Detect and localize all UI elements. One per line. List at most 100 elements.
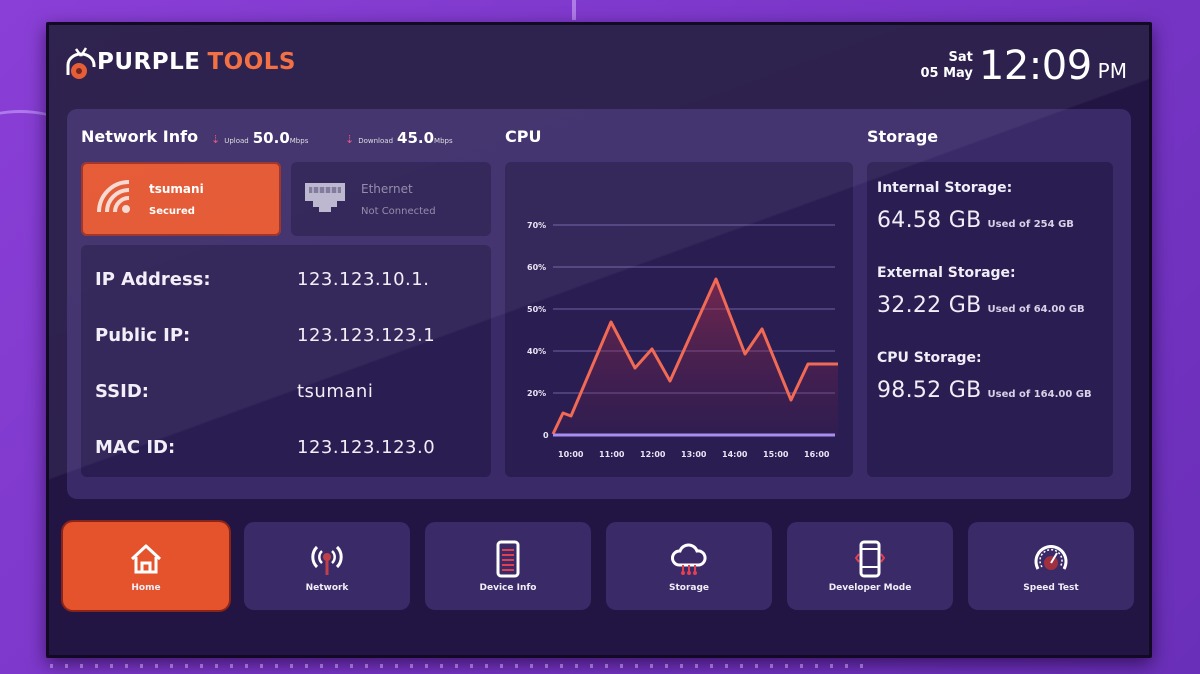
download-speed: ⇣ Download 45.0 Mbps [345,129,453,147]
detail-row-ssid: SSID: tsumani [95,381,477,437]
nav-label: Home [131,583,161,593]
nav-network-button[interactable]: Network [244,522,410,610]
brand-name: PURPLE TOOLS [97,49,296,75]
detail-row-mac: MAC ID: 123.123.123.0 [95,437,477,493]
phone-dev-icon [854,540,886,578]
detail-key: IP Address: [95,269,211,290]
svg-text:13:00: 13:00 [681,450,707,459]
upload-speed: ⇣ Upload 50.0 Mbps [211,129,308,147]
clock: Sat 05 May 12:09 PM [920,43,1127,89]
storage-card: Internal Storage: 64.58 GB Used of 254 G… [867,162,1113,477]
detail-value: 123.123.123.0 [297,437,436,458]
download-label: Download [358,137,394,145]
background-curve [0,110,80,170]
storage-label: External Storage: [877,265,1016,281]
antenna-icon [311,545,343,575]
bottom-nav: Home Network Device Info [63,522,1135,612]
network-info-title: Network Info [81,127,199,146]
dashboard-screen: PURPLE TOOLS Sat 05 May 12:09 PM Network … [46,22,1152,658]
nav-label: Device Info [479,583,537,593]
svg-text:10:00: 10:00 [558,450,584,459]
storage-item-cpu: CPU Storage: 98.52 GB Used of 164.00 GB [877,350,1103,403]
device-icon [496,540,520,578]
detail-value: tsumani [297,381,374,402]
app-logo: PURPLE TOOLS [65,45,296,79]
svg-text:50%: 50% [527,305,546,314]
detail-value: 123.123.123.1 [297,325,436,346]
background-line [572,0,576,20]
wifi-name: tsumani [149,181,204,196]
svg-text:0: 0 [543,431,549,440]
cpu-chart: 0 20% 40% 50% 60% 70% 10:00 11:00 12:00 13:00 14:… [527,221,838,459]
wifi-status: Secured [149,205,195,217]
storage-used: 64.58 GB [877,208,982,233]
chart-x-axis-labels: 10:00 11:00 12:00 13:00 14:00 15:00 16:00 [558,450,830,459]
speedometer-icon [1034,545,1068,570]
date-label: 05 May [920,66,973,81]
svg-text:60%: 60% [527,263,546,272]
brand-part-2: TOOLS [207,49,296,75]
storage-total: Used of 64.00 GB [987,304,1085,315]
nav-label: Network [305,583,349,593]
storage-item-internal: Internal Storage: 64.58 GB Used of 254 G… [877,180,1103,233]
nav-label: Developer Mode [828,583,912,593]
storage-used: 98.52 GB [877,378,982,403]
detail-row-public-ip: Public IP: 123.123.123.1 [95,325,477,381]
decorative-dots [50,664,870,668]
storage-title: Storage [867,127,939,146]
download-value: 45.0 [397,129,435,147]
cloud-icon [671,543,707,575]
svg-text:20%: 20% [527,389,546,398]
svg-text:40%: 40% [527,347,546,356]
network-details: IP Address: 123.123.10.1. Public IP: 123… [81,245,491,477]
detail-key: MAC ID: [95,437,176,458]
svg-text:14:00: 14:00 [722,450,748,459]
ethernet-name: Ethernet [361,181,413,196]
chart-line [551,277,838,435]
wifi-icon [95,178,135,220]
ampm-label: PM [1097,59,1127,83]
nav-storage-button[interactable]: Storage [606,522,772,610]
detail-value: 123.123.10.1. [297,269,430,290]
upload-icon: ⇣ [211,133,221,146]
cpu-title: CPU [505,127,542,146]
detail-key: Public IP: [95,325,191,346]
main-panel: Network Info ⇣ Upload 50.0 Mbps ⇣ Downlo… [67,109,1131,499]
ethernet-icon [303,179,347,219]
nav-speed-test-button[interactable]: Speed Test [968,522,1134,610]
nav-device-info-button[interactable]: Device Info [425,522,591,610]
storage-label: Internal Storage: [877,180,1013,196]
download-icon: ⇣ [345,133,355,146]
date: Sat 05 May [920,50,972,82]
svg-text:11:00: 11:00 [599,450,625,459]
ethernet-status: Not Connected [361,205,436,217]
nav-developer-mode-button[interactable]: Developer Mode [787,522,953,610]
day-label: Sat [948,50,973,65]
download-unit: Mbps [434,137,453,145]
brand-part-1: PURPLE [97,49,201,75]
nav-home-button[interactable]: Home [63,522,229,610]
ethernet-card[interactable]: Ethernet Not Connected [291,162,491,236]
storage-used: 32.22 GB [877,293,982,318]
svg-text:16:00: 16:00 [804,450,830,459]
cpu-chart-card: 0 20% 40% 50% 60% 70% 10:00 11:00 12:00 13:00 14:… [505,162,853,477]
tv-eye-icon [65,45,96,79]
upload-value: 50.0 [252,129,290,147]
nav-label: Speed Test [1023,583,1079,593]
storage-total: Used of 164.00 GB [987,389,1092,400]
chart-area [553,279,838,435]
storage-label: CPU Storage: [877,350,982,366]
upload-unit: Mbps [289,137,309,145]
svg-text:12:00: 12:00 [640,450,666,459]
wifi-card[interactable]: tsumani Secured [81,162,281,236]
svg-text:15:00: 15:00 [763,450,789,459]
storage-item-external: External Storage: 32.22 GB Used of 64.00… [877,265,1103,318]
time-label: 12:09 [978,43,1092,89]
detail-key: SSID: [95,381,149,402]
storage-total: Used of 254 GB [987,219,1074,230]
upload-label: Upload [224,137,249,145]
svg-text:70%: 70% [527,221,546,230]
home-icon [130,544,162,574]
chart-y-axis-labels: 0 20% 40% 50% 60% 70% [527,221,549,440]
detail-row-ip: IP Address: 123.123.10.1. [95,269,477,325]
